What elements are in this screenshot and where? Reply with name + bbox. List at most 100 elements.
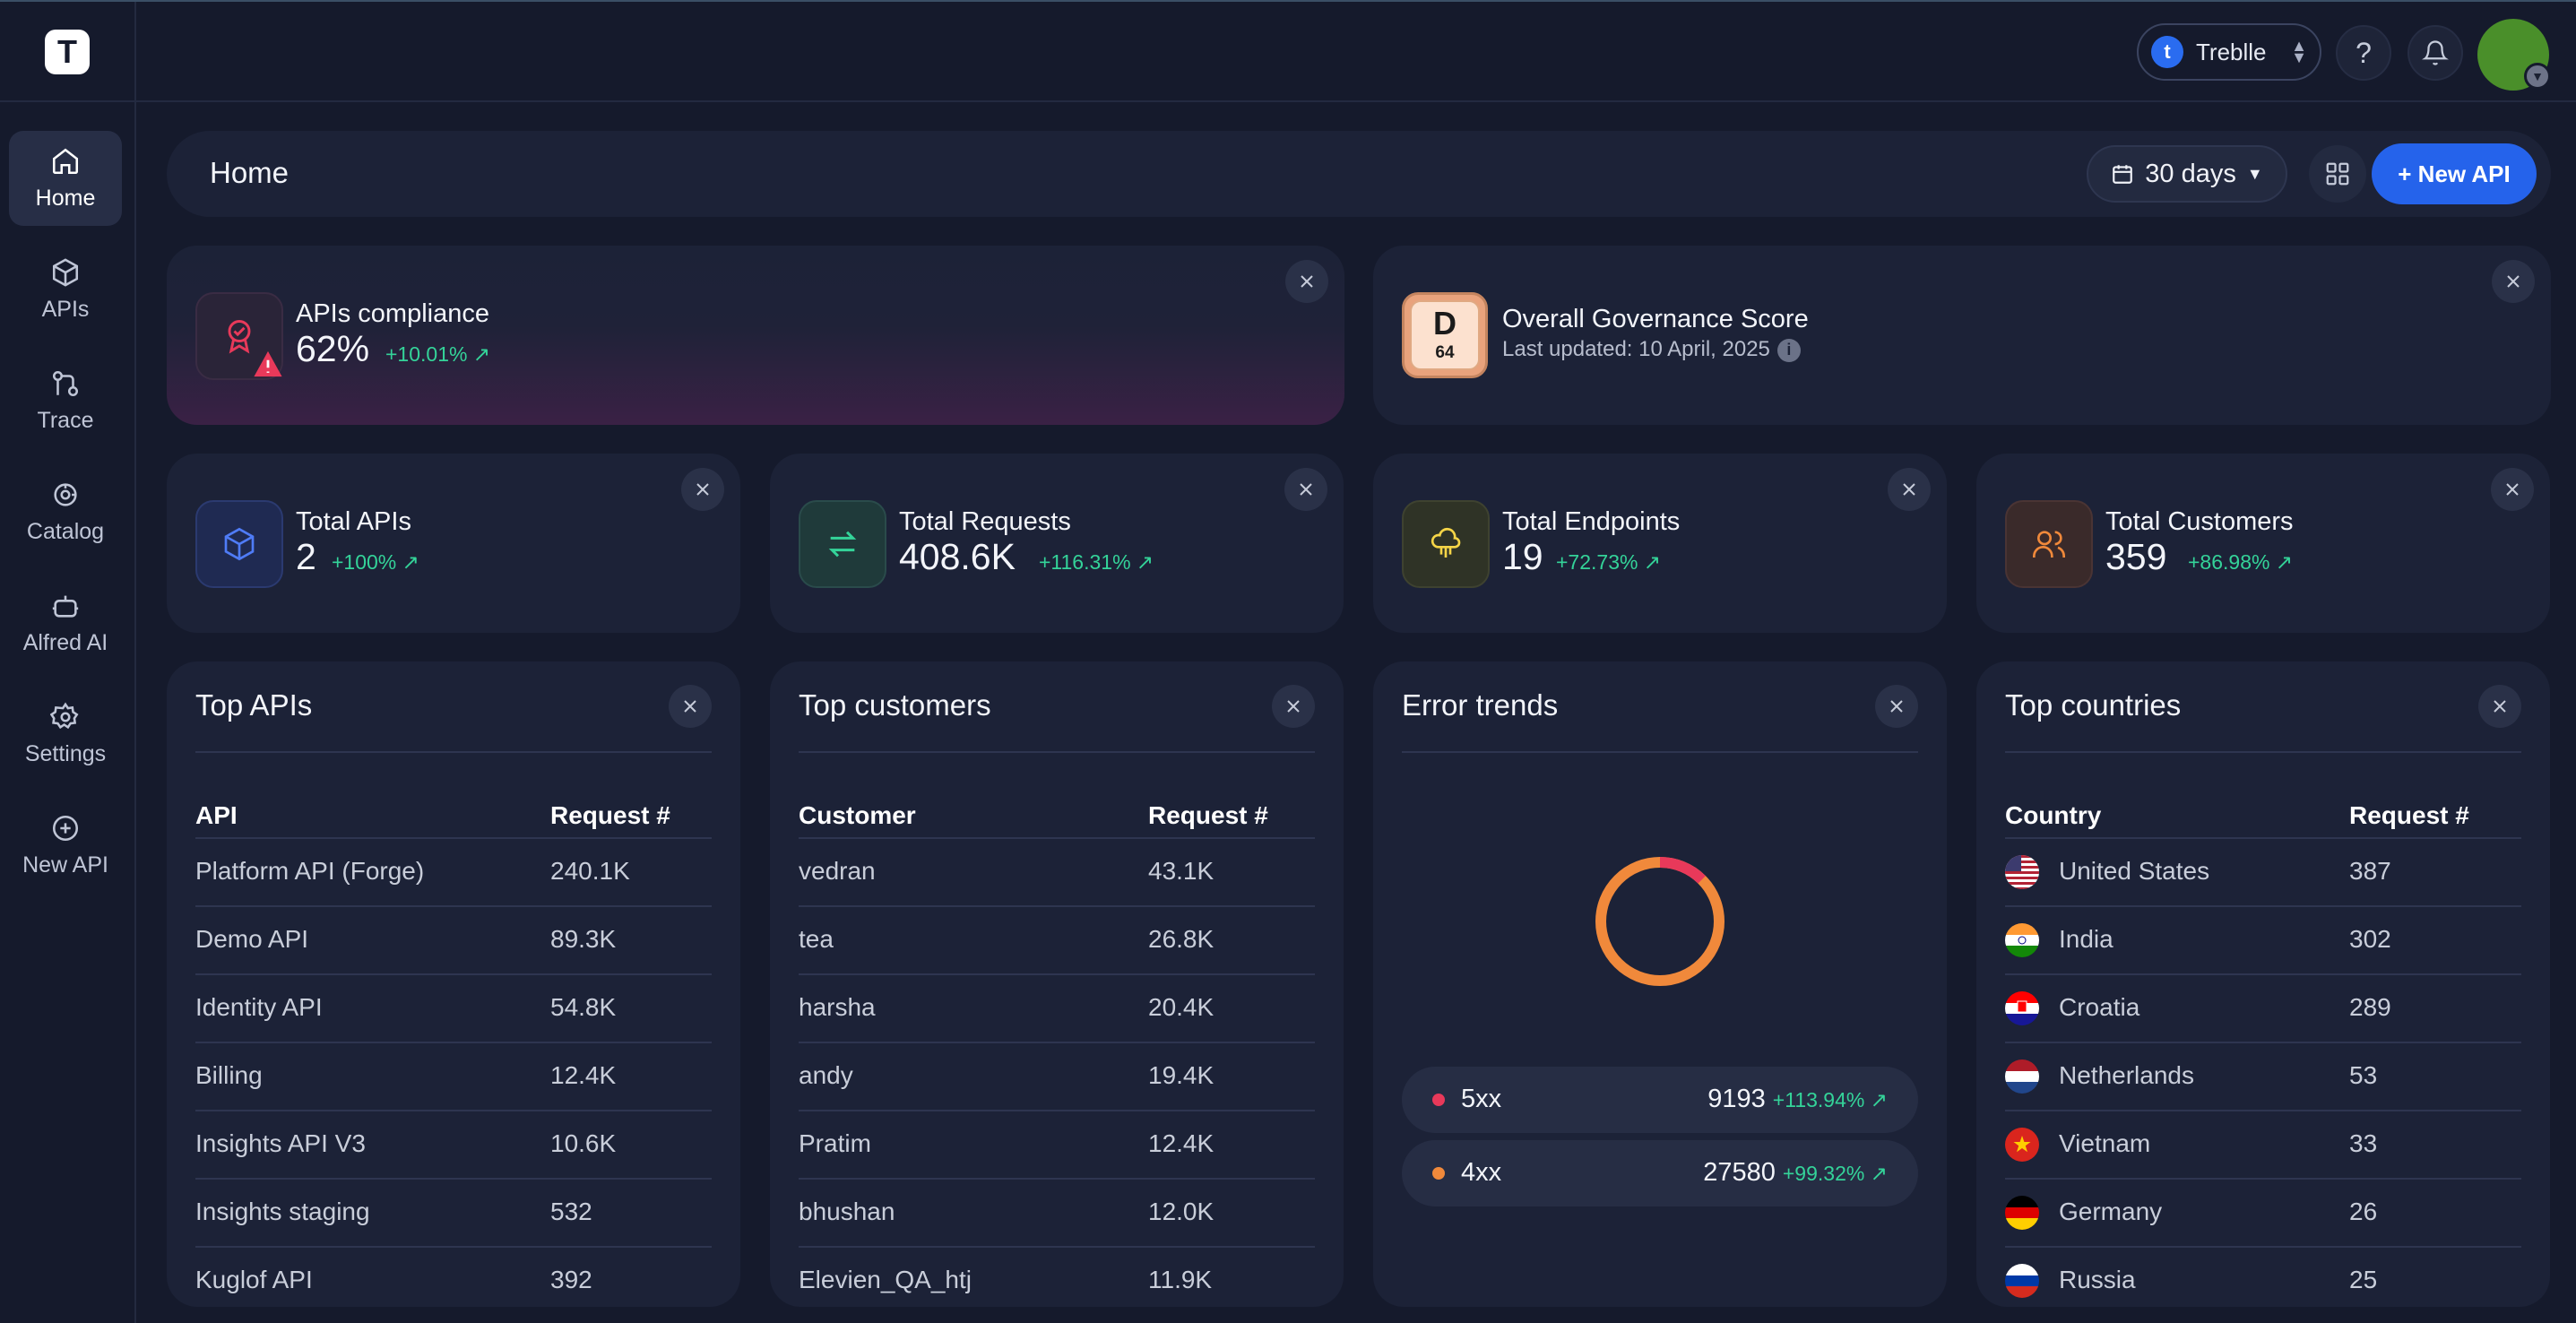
metric-card-total-customers: Total Customers 359 +86.98% ↗	[1976, 454, 2550, 633]
trend-up-icon: ↗	[1643, 550, 1662, 574]
sidebar-item-alfred-ai[interactable]: Alfred AI	[9, 575, 122, 670]
cube-icon	[52, 257, 79, 287]
table-row[interactable]: Germany 26	[2005, 1178, 2521, 1246]
table-row[interactable]: Insights staging 532	[195, 1178, 712, 1246]
bell-icon	[2422, 40, 2449, 65]
sidebar-item-apis[interactable]: APIs	[9, 242, 122, 337]
error-row-5xx[interactable]: 5xx 9193 +113.94% ↗	[1402, 1067, 1918, 1133]
column-header: Request #	[2349, 801, 2469, 829]
request-count: 20.4K	[1148, 993, 1215, 1021]
error-delta: +113.94% ↗	[1773, 1088, 1888, 1111]
close-button[interactable]	[681, 468, 724, 511]
russia-flag-icon	[2005, 1264, 2039, 1298]
error-count: 9193	[1707, 1085, 1766, 1113]
card-title: Error trends	[1402, 688, 1559, 722]
column-header: API	[195, 801, 238, 829]
india-flag-icon	[2005, 923, 2039, 957]
layout-grid-button[interactable]	[2309, 145, 2366, 203]
table-row[interactable]: Croatia 289	[2005, 973, 2521, 1042]
delta-text: +113.94%	[1772, 1088, 1865, 1111]
robot-icon	[52, 595, 79, 618]
table-row[interactable]: Elevien_QA_htj 11.9K	[799, 1246, 1315, 1307]
sidebar-item-label: Home	[35, 185, 96, 211]
request-count: 10.6K	[550, 1129, 617, 1157]
close-button[interactable]	[2492, 260, 2535, 303]
metric-title: Total Customers	[2105, 507, 2294, 536]
close-icon	[2494, 700, 2506, 713]
logo-cell: T	[0, 2, 136, 102]
table-row[interactable]: Netherlands 53	[2005, 1042, 2521, 1110]
request-count: 19.4K	[1148, 1061, 1215, 1089]
table-row[interactable]: Billing 12.4K	[195, 1042, 712, 1110]
new-api-button[interactable]: + New API	[2372, 143, 2537, 204]
sidebar-item-new-api[interactable]: New API	[9, 798, 122, 893]
chevron-down-icon[interactable]: ▼	[2524, 63, 2551, 90]
table-row[interactable]: Identity API 54.8K	[195, 973, 712, 1042]
table-row[interactable]: Demo API 89.3K	[195, 905, 712, 973]
page-header: Home 30 days ▼ + New API	[167, 131, 2551, 217]
metric-card-total-requests: Total Requests 408.6K +116.31% ↗	[770, 454, 1344, 633]
close-button[interactable]	[1285, 260, 1328, 303]
request-count: 387	[2349, 857, 2391, 885]
workspace-logo-icon: t	[2151, 36, 2183, 68]
metric-value: 2	[296, 536, 316, 577]
close-button[interactable]	[1284, 468, 1327, 511]
api-name: Insights API V3	[195, 1129, 366, 1157]
column-header: Request #	[1148, 801, 1268, 829]
close-button[interactable]	[2478, 685, 2521, 728]
column-header: Customer	[799, 801, 916, 829]
divider	[799, 751, 1315, 753]
close-button[interactable]	[669, 685, 712, 728]
compliance-title: APIs compliance	[296, 299, 489, 328]
delta-text: +100%	[332, 550, 397, 574]
table-row[interactable]: vedran 43.1K	[799, 837, 1315, 905]
sidebar-item-trace[interactable]: Trace	[9, 353, 122, 448]
request-count: 26.8K	[1148, 925, 1215, 953]
notifications-button[interactable]	[2407, 25, 2463, 81]
table-row[interactable]: Vietnam 33	[2005, 1110, 2521, 1178]
table-row[interactable]: bhushan 12.0K	[799, 1178, 1315, 1246]
gear-icon	[50, 702, 79, 729]
country-name: Germany	[2059, 1198, 2163, 1225]
country-name: India	[2059, 925, 2114, 953]
treblle-logo[interactable]: T	[45, 30, 90, 74]
updown-chevron-icon: ▲ ▼	[2291, 37, 2307, 66]
metric-value: 408.6K	[899, 536, 1016, 577]
request-count: 302	[2349, 925, 2391, 953]
error-row-4xx[interactable]: 4xx 27580 +99.32% ↗	[1402, 1140, 1918, 1206]
info-icon[interactable]: i	[1776, 338, 1801, 362]
top-countries-card: Top countries Country Request # United S…	[1976, 662, 2550, 1307]
table-row[interactable]: Insights API V3 10.6K	[195, 1110, 712, 1178]
table-row[interactable]: andy 19.4K	[799, 1042, 1315, 1110]
table-row[interactable]: Kuglof API 392	[195, 1246, 712, 1307]
request-count: 53	[2349, 1061, 2378, 1089]
table-row[interactable]: harsha 20.4K	[799, 973, 1315, 1042]
api-name: Billing	[195, 1061, 263, 1089]
workspace-switcher[interactable]: t Treblle ▲ ▼	[2137, 23, 2321, 81]
country-name: United States	[2059, 857, 2210, 885]
table-row[interactable]: Platform API (Forge) 240.1K	[195, 837, 712, 905]
close-button[interactable]	[1888, 468, 1931, 511]
close-button[interactable]	[2491, 468, 2534, 511]
sidebar-item-home[interactable]: Home	[9, 131, 122, 226]
trend-up-icon: ↗	[1870, 1088, 1888, 1111]
period-dropdown[interactable]: 30 days ▼	[2087, 145, 2287, 203]
grade-letter: D	[1433, 305, 1457, 342]
table-row[interactable]: India 302	[2005, 905, 2521, 973]
sidebar-item-settings[interactable]: Settings	[9, 687, 122, 782]
error-label: 5xx	[1461, 1085, 1502, 1113]
table-row[interactable]: Russia 25	[2005, 1246, 2521, 1307]
sidebar-item-catalog[interactable]: Catalog	[9, 464, 122, 559]
sidebar-item-label: New API	[22, 852, 108, 878]
legend-dot	[1432, 1167, 1445, 1180]
error-count: 27580	[1703, 1158, 1776, 1187]
table-row[interactable]: tea 26.8K	[799, 905, 1315, 973]
close-button[interactable]	[1272, 685, 1315, 728]
trend-up-icon: ↗	[2275, 550, 2294, 574]
trend-up-icon: ↗	[472, 342, 491, 366]
close-button[interactable]	[1875, 685, 1918, 728]
table-row[interactable]: United States 387	[2005, 837, 2521, 905]
table-row[interactable]: Pratim 12.4K	[799, 1110, 1315, 1178]
close-icon	[2507, 275, 2520, 288]
help-button[interactable]: ?	[2336, 25, 2391, 81]
